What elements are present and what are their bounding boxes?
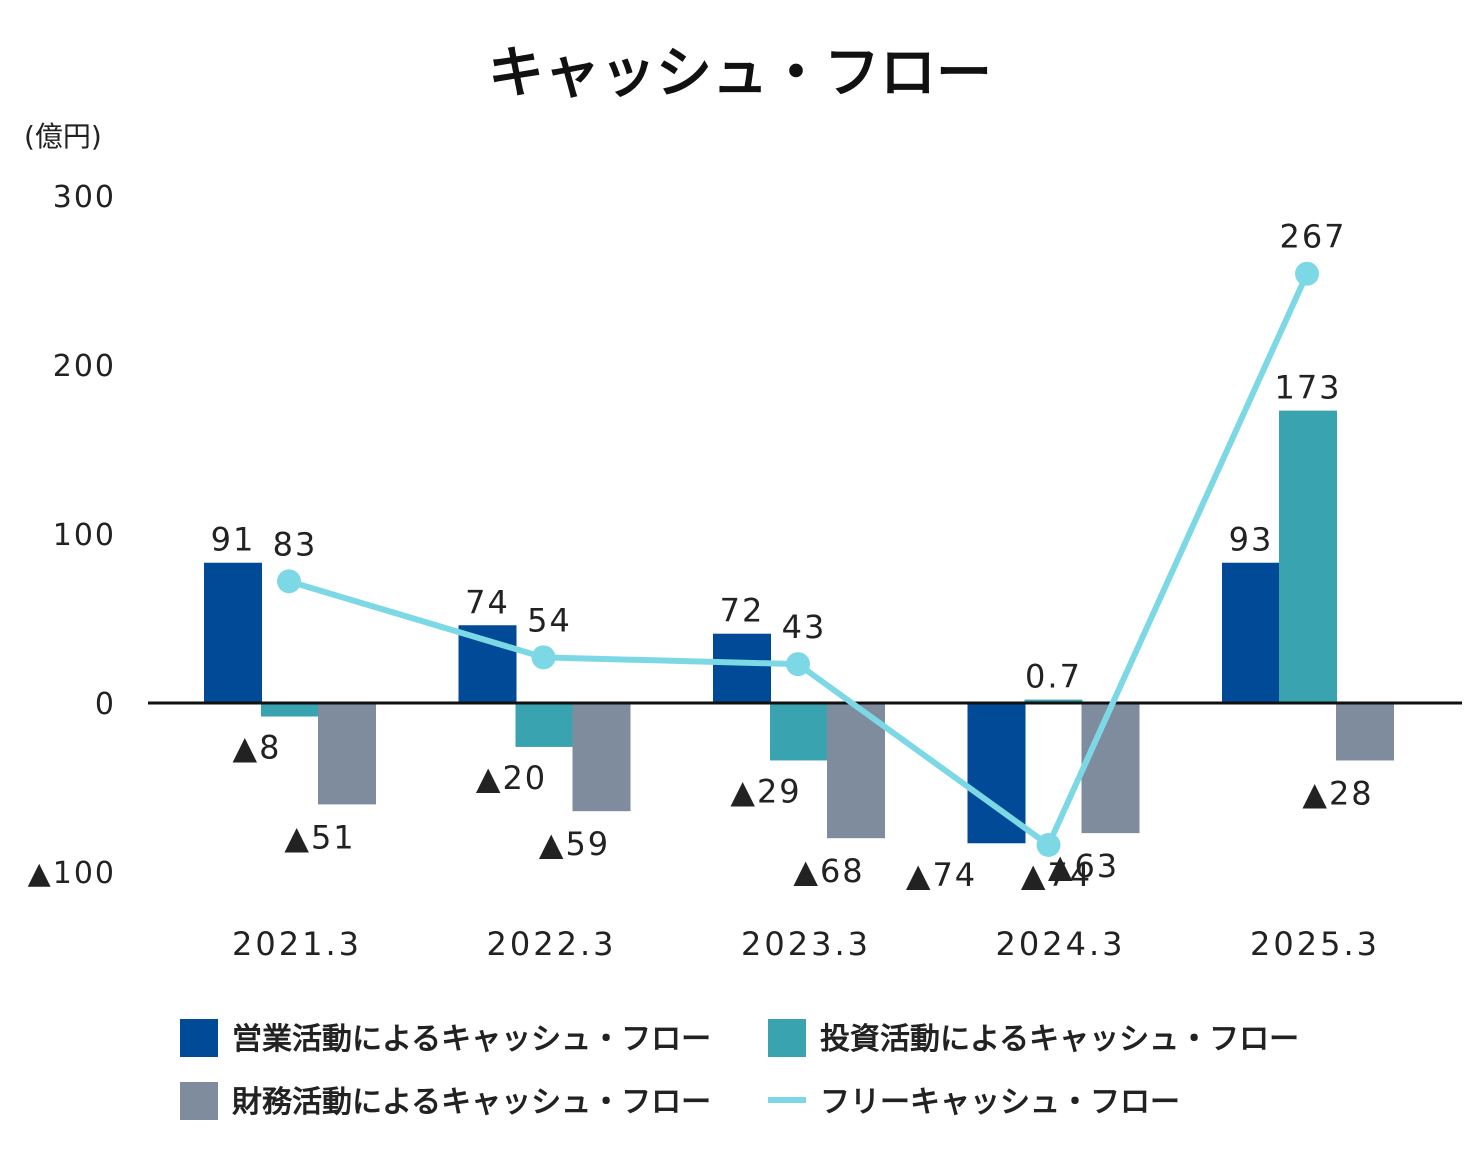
free-cash-flow-point [1036, 832, 1061, 857]
operating-cf-bar-label: 91 [211, 521, 256, 559]
y-axis-ticks: 300 200 100 0 ▲100 [28, 180, 116, 891]
legend-label: 財務活動によるキャッシュ・フロー [232, 1085, 711, 1120]
x-tick-label: 2021.3 [232, 925, 362, 963]
financing-cf-bar [827, 703, 885, 839]
financing-cf-bar-label: ▲68 [793, 852, 864, 890]
investing-cf-bar-label: ▲29 [730, 772, 801, 810]
data-labels: 91 74 72 ▲74 93 ▲8 ▲20 ▲29 0.7 173 ▲51 ▲59 ▲68 ▲63 ▲28… [211, 218, 1373, 894]
y-tick-label: 200 [53, 349, 116, 384]
y-tick-label: 300 [53, 180, 116, 215]
free-cash-flow-label: 267 [1279, 218, 1346, 256]
investing-cf-bar-label: ▲8 [233, 729, 282, 767]
legend-swatch [768, 1019, 806, 1057]
legend-label: 営業活動によるキャッシュ・フロー [232, 1022, 711, 1057]
legend: 営業活動によるキャッシュ・フロー 投資活動によるキャッシュ・フロー財務活動によるキ… [180, 1019, 1299, 1120]
y-tick-label: 100 [53, 518, 116, 553]
operating-cf-bar [204, 562, 262, 703]
legend-label: 投資活動によるキャッシュ・フロー [820, 1022, 1299, 1057]
operating-cf-bar-label: 93 [1229, 521, 1274, 559]
bars [204, 410, 1394, 844]
y-tick-label: 0 [95, 687, 116, 722]
investing-cf-bar [770, 703, 828, 761]
x-tick-label: 2022.3 [487, 925, 617, 963]
investing-cf-bar-label: 173 [1274, 369, 1341, 407]
investing-cf-bar [1279, 410, 1337, 703]
free-cash-flow-label: 83 [273, 525, 318, 563]
operating-cf-bar-label: 72 [720, 592, 765, 630]
free-cash-flow-label: 43 [782, 608, 827, 646]
investing-cf-bar [515, 703, 574, 747]
legend-swatch [180, 1082, 218, 1120]
financing-cf-bar-label: ▲63 [1048, 847, 1119, 885]
x-tick-label: 2024.3 [996, 925, 1126, 963]
financing-cf-bar-label: ▲51 [284, 818, 355, 856]
unit-label: (億円) [24, 120, 102, 153]
chart-title: キャッシュ・フロー [488, 41, 992, 106]
financing-cf-bar-label: ▲59 [539, 825, 610, 863]
free-cash-flow-line [277, 261, 1319, 857]
operating-cf-bar [1222, 562, 1280, 703]
x-axis-ticks: 2021.3 2022.3 2023.3 2024.3 2025.3 [232, 925, 1380, 963]
y-tick-label: ▲100 [28, 856, 116, 891]
financing-cf-bar [572, 703, 631, 812]
free-cash-flow-point [531, 645, 556, 670]
free-cash-flow-label: 54 [527, 601, 572, 639]
financing-cf-bar [1081, 703, 1140, 834]
free-cash-flow-point [277, 569, 301, 594]
legend-swatch [180, 1019, 218, 1057]
legend-label: フリーキャッシュ・フロー [820, 1085, 1180, 1120]
financing-cf-bar [318, 703, 376, 805]
x-tick-label: 2023.3 [741, 925, 871, 963]
operating-cf-bar-label: ▲74 [906, 856, 977, 894]
x-tick-label: 2025.3 [1250, 925, 1380, 963]
investing-cf-bar-label: ▲20 [476, 759, 547, 797]
operating-cf-bar [713, 633, 771, 703]
free-cash-flow-label: ▲74 [1021, 856, 1092, 894]
free-cash-flow-point [786, 652, 810, 677]
financing-cf-bar [1336, 703, 1394, 761]
investing-cf-bar [1024, 699, 1083, 703]
operating-cf-bar-label: 74 [465, 583, 510, 621]
investing-cf-bar [261, 703, 319, 717]
investing-cf-bar-label: 0.7 [1025, 658, 1082, 696]
free-cash-flow-point [1295, 261, 1319, 286]
financing-cf-bar-label: ▲28 [1302, 774, 1373, 812]
